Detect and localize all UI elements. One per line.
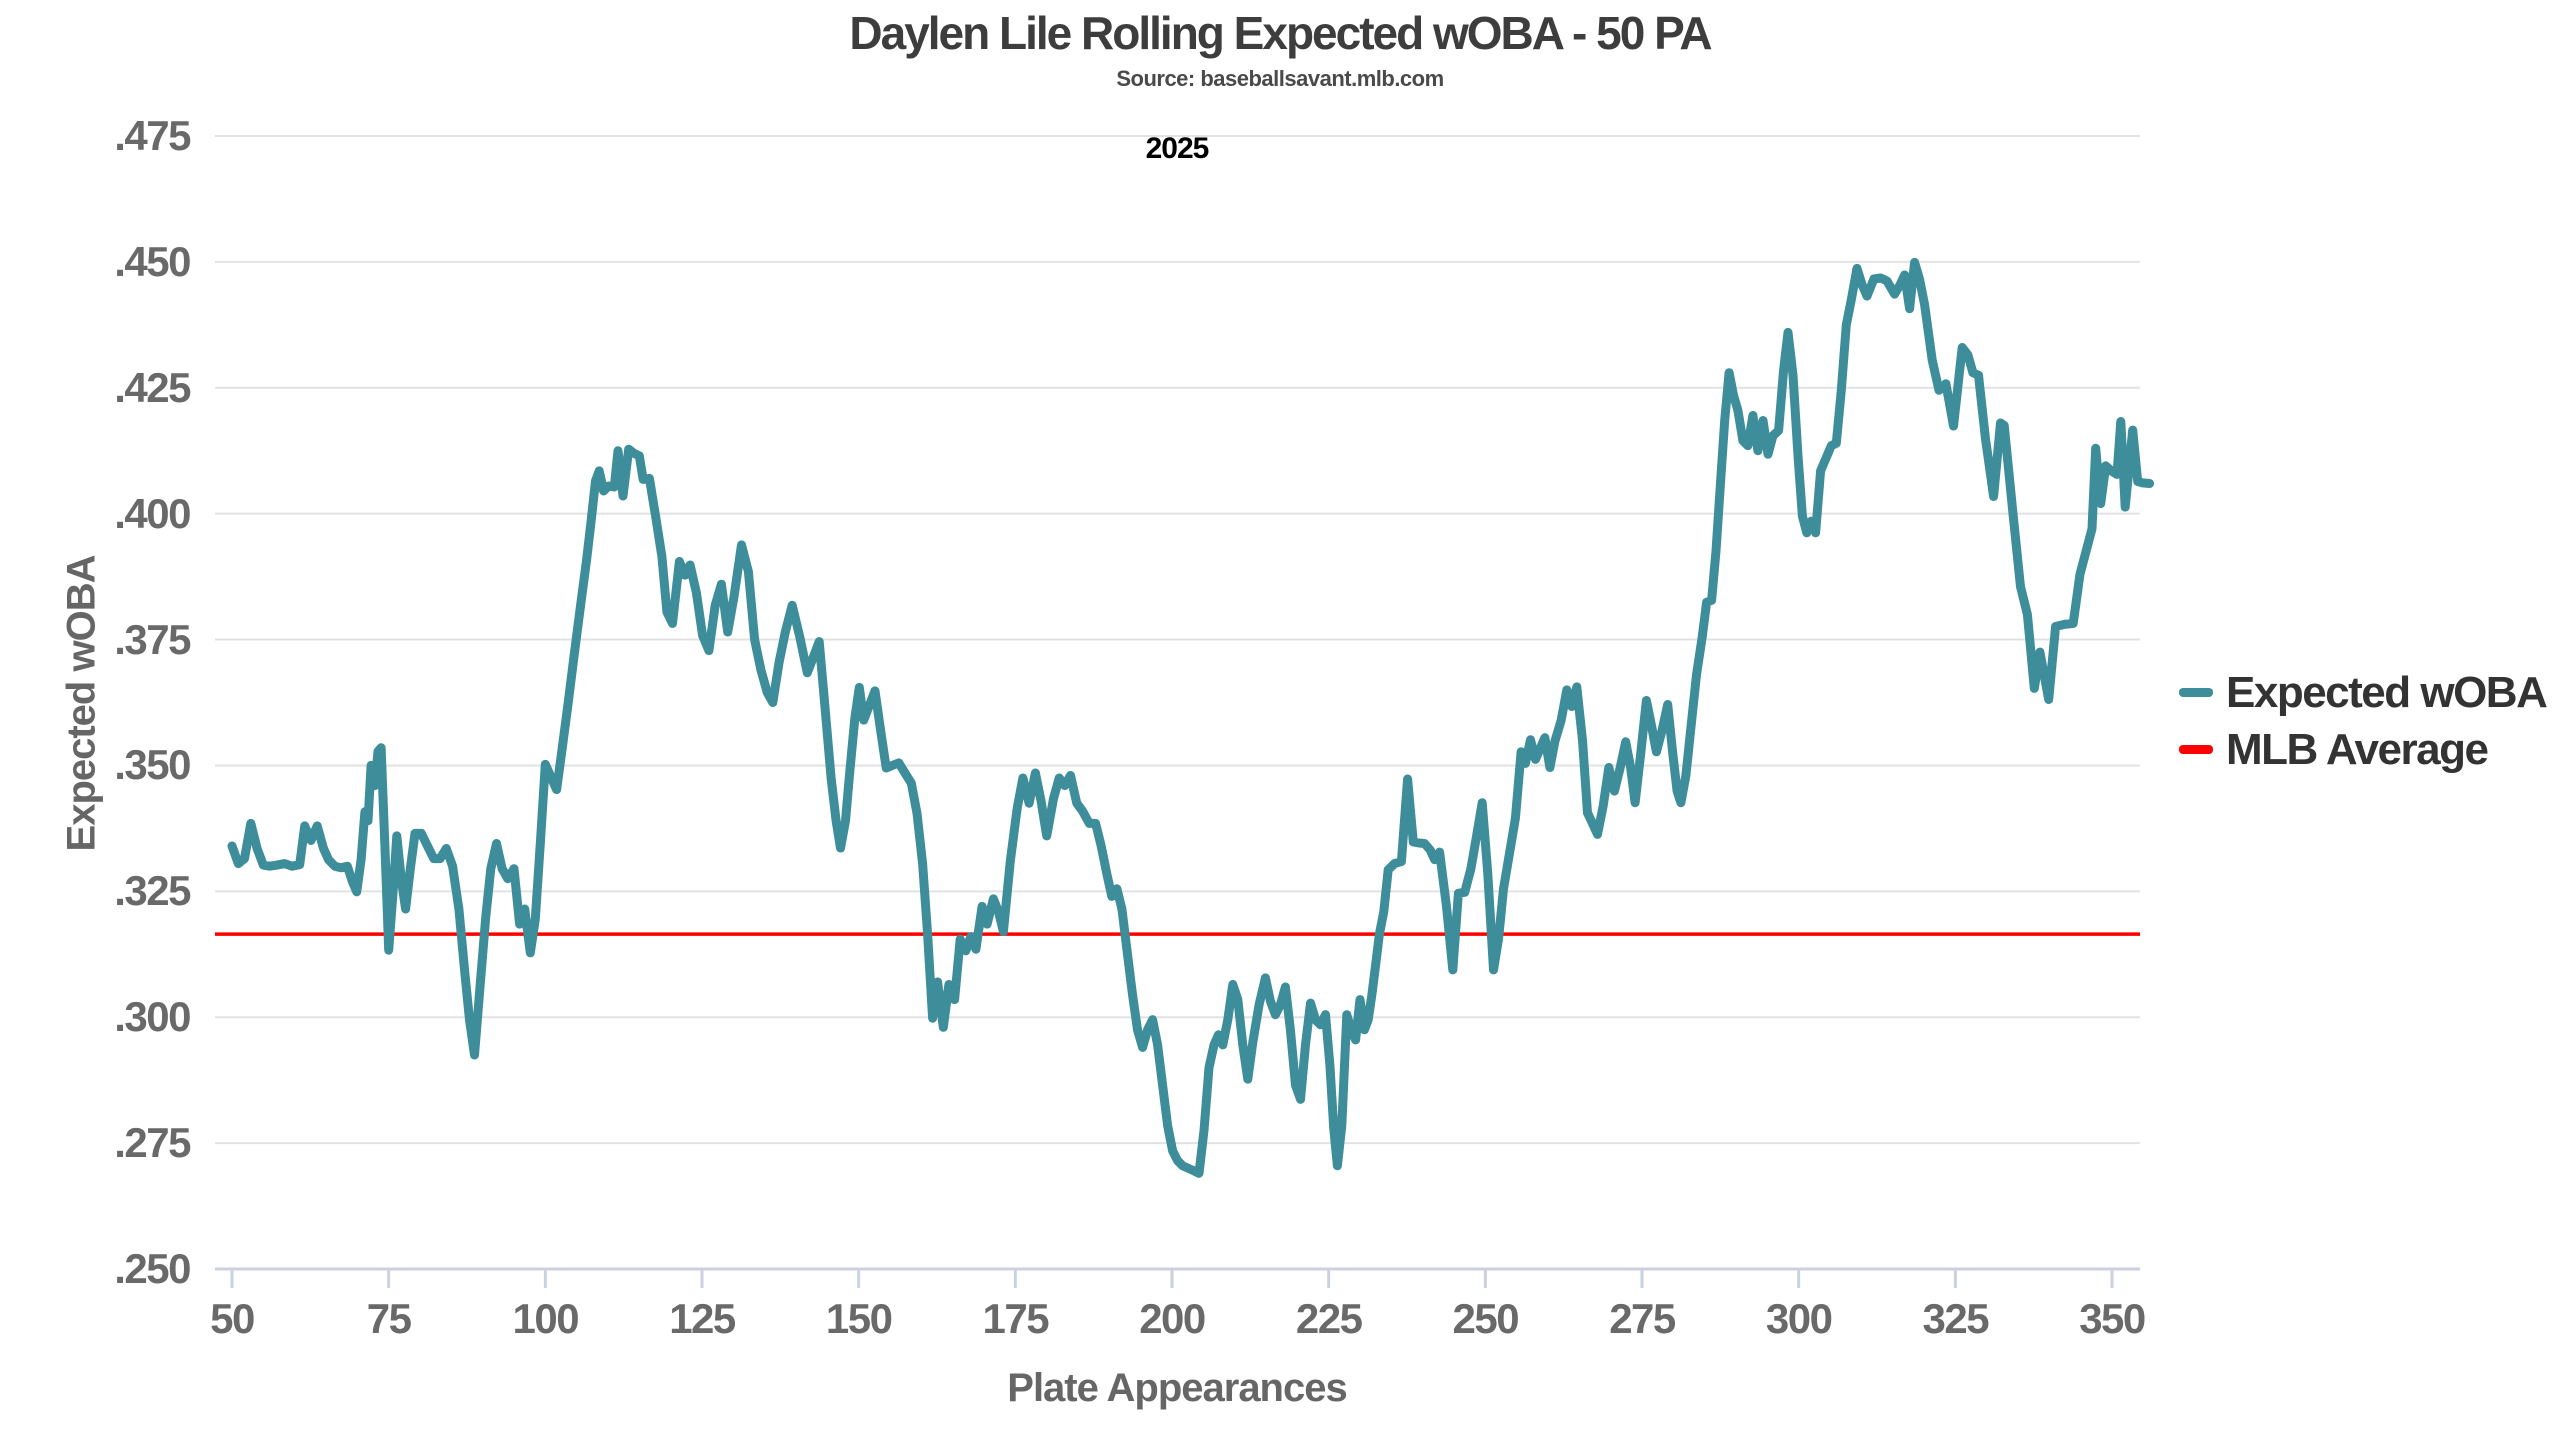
x-tick-label: 250	[1452, 1295, 1520, 1342]
legend-label-expected-woba: Expected wOBA	[2226, 667, 2548, 717]
expected-woba-line	[227, 257, 2155, 1178]
x-tick-label: 225	[1295, 1295, 1363, 1342]
season-year-annotation: 2025	[1145, 132, 1210, 165]
mlb-average-swatch-icon	[2179, 745, 2213, 754]
legend-label-mlb-average: MLB Average	[2226, 724, 2489, 774]
legend-item-expected-woba: Expected wOBA	[2179, 664, 2548, 721]
y-axis-title: Expected wOBA	[59, 555, 104, 852]
x-tick-label: 200	[1139, 1295, 1206, 1342]
x-tick-label: 150	[825, 1295, 893, 1342]
y-tick-label: .400	[114, 489, 191, 537]
y-tick-label: .450	[114, 237, 191, 285]
y-tick-label: .425	[114, 363, 191, 411]
y-tick-label: .275	[114, 1119, 191, 1167]
x-tick-label: 100	[512, 1295, 580, 1342]
x-tick-label: 300	[1765, 1295, 1833, 1342]
chart-title: Daylen Lile Rolling Expected wOBA - 50 P…	[849, 7, 1712, 59]
x-tick-label: 125	[669, 1295, 736, 1342]
y-tick-label: .250	[114, 1245, 191, 1292]
y-tick-label: .475	[114, 112, 191, 159]
y-tick-label: .300	[114, 993, 191, 1041]
x-tick-label: 175	[982, 1295, 1050, 1342]
chart-source-subtitle: Source: baseballsavant.mlb.com	[1116, 66, 1444, 91]
chart-legend: Expected wOBA MLB Average	[2179, 664, 2548, 778]
x-tick-label: 325	[1922, 1295, 1990, 1342]
y-tick-label: .375	[114, 615, 191, 663]
legend-item-mlb-average: MLB Average	[2179, 721, 2546, 778]
x-tick-label: 75	[366, 1295, 412, 1342]
x-tick-label: 350	[2079, 1295, 2146, 1342]
x-tick-label: 275	[1609, 1295, 1676, 1342]
x-tick-label: 50	[210, 1295, 255, 1342]
y-tick-label: .325	[114, 867, 191, 915]
y-tick-label: .350	[114, 741, 191, 789]
x-axis-title: Plate Appearances	[1007, 1366, 1347, 1410]
expected-woba-swatch-icon	[2179, 688, 2213, 697]
